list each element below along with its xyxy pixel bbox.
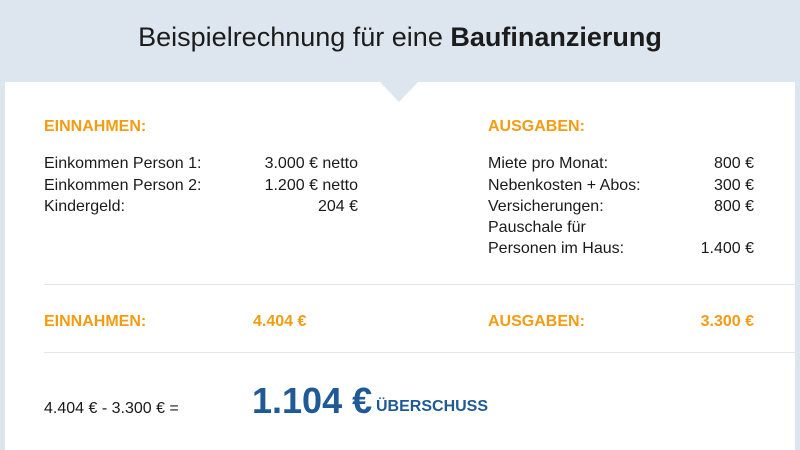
income-value: 1.200 € netto <box>264 177 358 194</box>
expense-value: 800 € <box>713 155 754 172</box>
calculation-card <box>5 82 795 450</box>
result-amount: 1.104 € <box>252 380 373 421</box>
page-title: Beispielrechnung für eine Baufinanzierun… <box>0 22 800 53</box>
income-total-label: EINNAHMEN: <box>44 313 147 330</box>
expense-value: 1.400 € <box>700 240 754 257</box>
expenses-total-value: 3.300 € <box>700 313 754 330</box>
income-label: Einkommen Person 1: <box>44 155 202 172</box>
expense-value: 800 € <box>713 198 754 215</box>
income-label: Kindergeld: <box>44 198 125 215</box>
result-suffix: ÜBERSCHUSS <box>376 398 489 415</box>
expense-label: Pauschale für <box>488 219 586 236</box>
expenses-heading: AUSGABEN: <box>488 118 585 135</box>
income-total-value: 4.404 € <box>253 313 307 330</box>
expense-value: 300 € <box>713 177 754 194</box>
income-value: 3.000 € netto <box>264 155 358 172</box>
expense-label: Personen im Haus: <box>488 240 625 257</box>
result-formula: 4.404 € - 3.300 € = <box>44 400 179 417</box>
income-value: 204 € <box>317 198 358 215</box>
income-heading: EINNAHMEN: <box>44 118 147 135</box>
expense-label: Miete pro Monat: <box>488 155 609 172</box>
income-label: Einkommen Person 2: <box>44 177 202 194</box>
expense-label: Nebenkosten + Abos: <box>488 177 641 194</box>
title-plain: Beispielrechnung für eine <box>138 22 451 52</box>
expenses-total-label: AUSGABEN: <box>488 313 585 330</box>
expense-label: Versicherungen: <box>488 198 604 215</box>
title-bold: Baufinanzierung <box>450 22 662 52</box>
header-pointer <box>380 82 418 102</box>
divider <box>44 284 800 285</box>
divider <box>44 352 800 353</box>
header-band: Beispielrechnung für eine Baufinanzierun… <box>0 0 800 82</box>
